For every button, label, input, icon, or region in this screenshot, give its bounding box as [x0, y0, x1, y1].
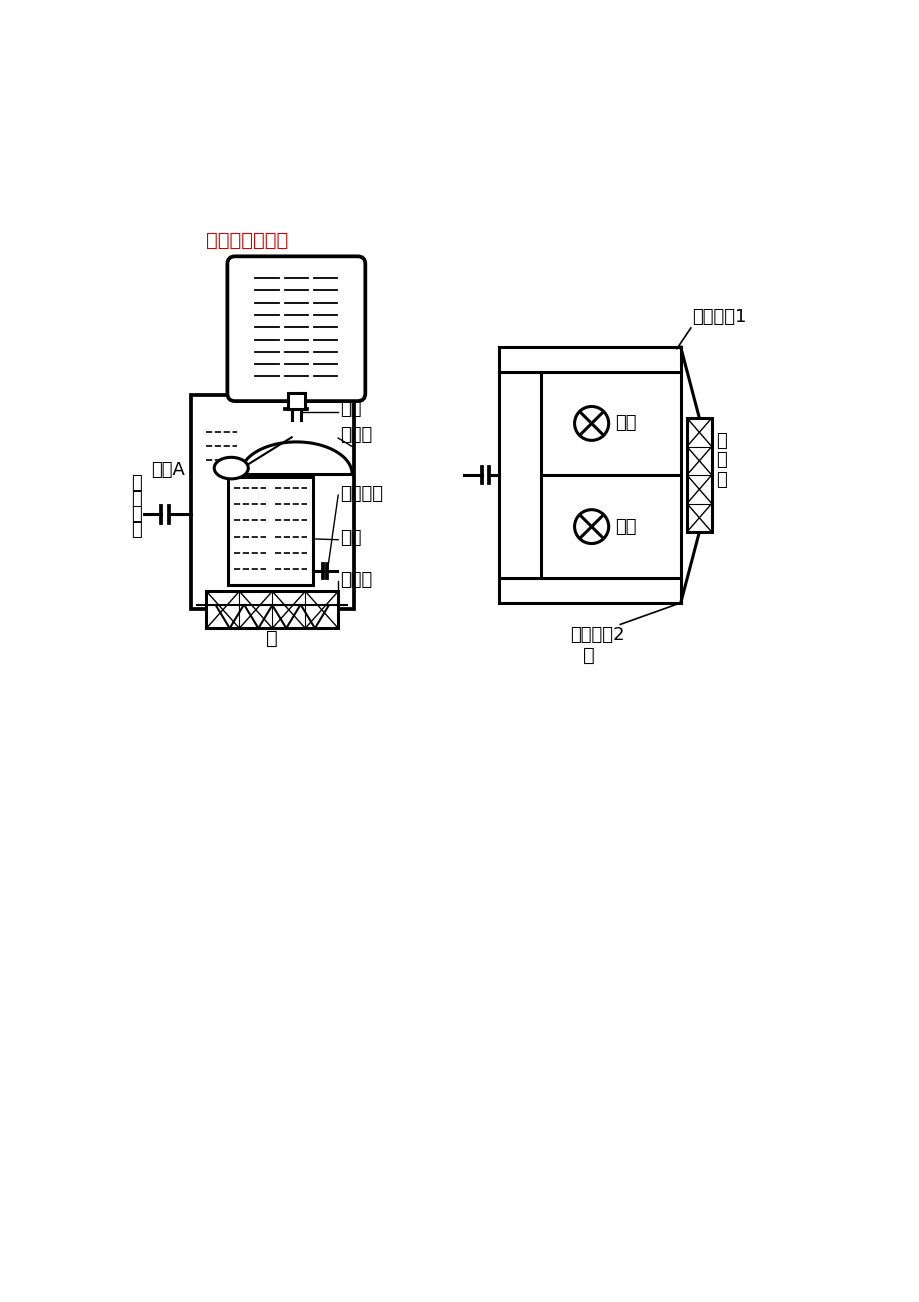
Text: 热: 热 [716, 452, 726, 470]
Text: 热胆: 热胆 [339, 529, 361, 547]
Text: 温控开关2: 温控开关2 [569, 626, 624, 644]
Circle shape [574, 406, 608, 440]
Text: 乙: 乙 [583, 646, 595, 665]
Text: 饮水机自动控制: 饮水机自动控制 [206, 230, 289, 250]
Text: 加热管: 加热管 [339, 570, 371, 589]
Ellipse shape [214, 457, 248, 479]
Text: 开: 开 [131, 505, 142, 523]
Text: 温控开关1: 温控开关1 [692, 307, 746, 326]
Text: 水: 水 [131, 490, 142, 508]
Text: 加: 加 [716, 432, 726, 450]
FancyBboxPatch shape [227, 256, 365, 401]
Bar [228, 478, 313, 585]
Text: 红灯: 红灯 [614, 518, 636, 535]
Polygon shape [240, 441, 352, 474]
Text: 阀门: 阀门 [339, 400, 361, 418]
Bar [686, 418, 711, 533]
Bar [191, 395, 353, 609]
Text: 冷: 冷 [131, 474, 142, 492]
Text: 绿灯: 绿灯 [614, 414, 636, 432]
Text: 控水槽: 控水槽 [339, 426, 371, 444]
Bar [288, 393, 304, 409]
Bar [498, 372, 680, 578]
Text: 管: 管 [716, 470, 726, 488]
Bar [206, 591, 338, 629]
Text: 开水开关: 开水开关 [339, 484, 382, 503]
Text: 浮体A: 浮体A [151, 461, 185, 479]
Text: 甲: 甲 [267, 629, 278, 648]
Text: 关: 关 [131, 521, 142, 539]
Circle shape [574, 509, 608, 543]
